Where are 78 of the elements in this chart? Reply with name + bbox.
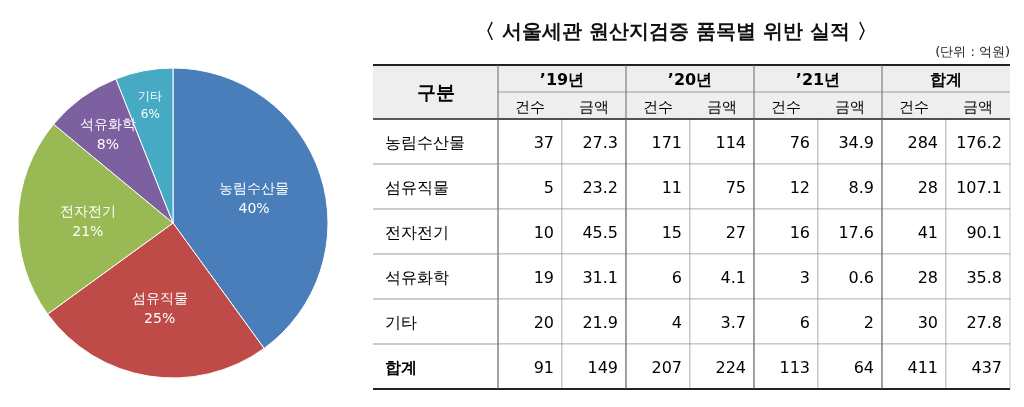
data-label: 75 <box>725 177 746 197</box>
text: 합계 <box>930 69 962 89</box>
y-tick-label: 합계 <box>385 357 417 377</box>
data-label: 19 <box>533 267 554 287</box>
data-label: 12 <box>789 177 810 197</box>
y-tick-label: 석유화학 <box>385 267 449 287</box>
data-label: 91 <box>533 357 554 377</box>
x-tick-label: 건수 <box>643 97 673 116</box>
data-label: 437 <box>971 357 1002 377</box>
text: ’21년 <box>795 69 841 89</box>
chart-title: 〈 서울세관 원산지검증 품목별 위반 실적 〉 <box>475 19 877 43</box>
y-tick-label: 농림수산물 <box>385 132 465 152</box>
data-label: 411 <box>907 357 938 377</box>
x-tick-label: 건수 <box>515 97 545 116</box>
data-label: 149 <box>587 357 618 377</box>
data-label: 28 <box>917 267 938 287</box>
data-label: 34.9 <box>838 132 874 152</box>
data-label: 25% <box>144 310 176 327</box>
data-label: 11 <box>661 177 682 197</box>
data-label: 224 <box>715 357 746 377</box>
data-label: 27.3 <box>582 132 618 152</box>
data-label: 76 <box>789 132 810 152</box>
slice-label: 기타 <box>138 89 163 104</box>
x-tick-label: 금액 <box>835 97 865 116</box>
y-tick-label: 기타 <box>385 312 417 332</box>
data-label: 41 <box>917 222 938 242</box>
data-label: 4 <box>671 312 682 332</box>
y-tick-label: 섬유직물 <box>385 177 449 197</box>
data-label: 207 <box>651 357 682 377</box>
slice-label: 농림수산물 <box>219 179 290 196</box>
data-label: 31.1 <box>582 267 618 287</box>
data-label: 5 <box>543 177 554 197</box>
data-label: 2 <box>863 312 874 332</box>
slice-label: 전자전기 <box>59 203 116 220</box>
text: ’19년 <box>539 69 585 89</box>
data-label: 90.1 <box>966 222 1002 242</box>
data-label: 107.1 <box>956 177 1002 197</box>
data-label: 171 <box>651 132 682 152</box>
data-label: 114 <box>715 132 746 152</box>
x-tick-label: 금액 <box>963 97 993 116</box>
x-tick-label: 금액 <box>707 97 737 116</box>
data-label: 37 <box>533 132 554 152</box>
data-label: 27 <box>725 222 746 242</box>
x-tick-label: 금액 <box>579 97 609 116</box>
data-label: 113 <box>779 357 810 377</box>
data-label: 64 <box>853 357 874 377</box>
data-label: 10 <box>533 222 554 242</box>
chart-subtitle: (단위 : 억원) <box>935 44 1010 59</box>
data-label: 6% <box>140 107 160 122</box>
data-label: 21% <box>72 223 104 240</box>
data-label: 3.7 <box>720 312 746 332</box>
data-label: 176.2 <box>956 132 1002 152</box>
data-label: 4.1 <box>720 267 746 287</box>
data-label: 27.8 <box>966 312 1002 332</box>
data-label: 3 <box>799 267 810 287</box>
data-label: 8% <box>96 136 119 153</box>
slice-label: 섬유직물 <box>131 290 188 307</box>
data-label: 28 <box>917 177 938 197</box>
data-label: 35.8 <box>966 267 1002 287</box>
text: ’20년 <box>667 69 713 89</box>
y-tick-label: 전자전기 <box>385 222 449 242</box>
data-label: 8.9 <box>848 177 874 197</box>
data-label: 6 <box>799 312 810 332</box>
data-label: 284 <box>907 132 938 152</box>
x-tick-label: 건수 <box>771 97 801 116</box>
data-label: 15 <box>661 222 682 242</box>
data-label: 30 <box>917 312 938 332</box>
x-tick-label: 건수 <box>899 97 929 116</box>
data-label: 17.6 <box>838 222 874 242</box>
data-label: 16 <box>789 222 810 242</box>
data-label: 23.2 <box>582 177 618 197</box>
text: 구분 <box>416 81 455 103</box>
data-label: 0.6 <box>848 267 874 287</box>
data-label: 45.5 <box>582 222 618 242</box>
data-label: 6 <box>671 267 682 287</box>
data-label: 20 <box>533 312 554 332</box>
data-label: 21.9 <box>582 312 618 332</box>
data-label: 40% <box>238 199 270 216</box>
